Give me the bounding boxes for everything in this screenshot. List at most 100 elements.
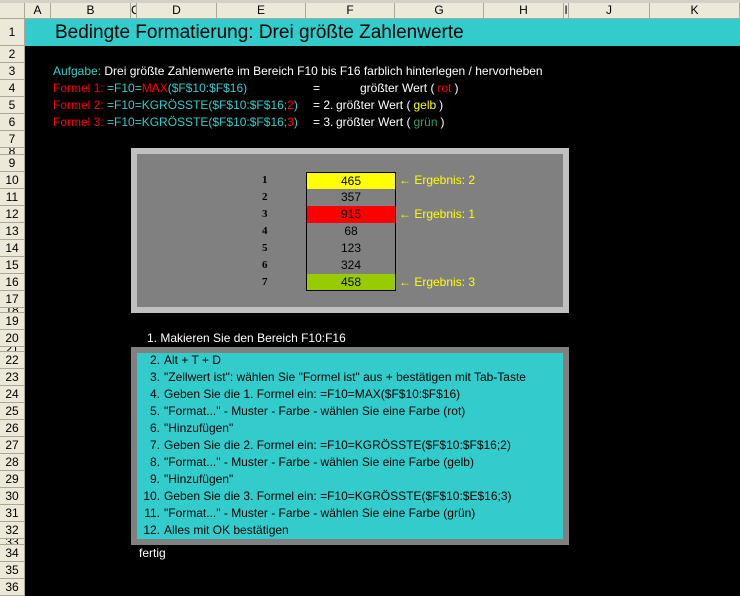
row-header-31[interactable]: 31 <box>0 505 25 522</box>
formula-pre: =F10= <box>103 98 142 112</box>
formula-label: Formel 2: <box>53 98 104 112</box>
row-header-36[interactable]: 36 <box>0 579 25 596</box>
column-header-I[interactable]: I <box>564 3 569 19</box>
value-cell[interactable]: 915 <box>306 206 396 223</box>
row-header-7[interactable]: 7 <box>0 131 25 148</box>
step-text: Geben Sie die 2. Formel ein: =F10=KGRÖSS… <box>164 438 511 452</box>
task-text: Drei größte Zahlenwerte im Bereich F10 b… <box>104 64 543 78</box>
row-header-30[interactable]: 30 <box>0 488 25 505</box>
row-header-12[interactable]: 12 <box>0 206 25 223</box>
column-header-E[interactable]: E <box>217 3 306 19</box>
row-header-15[interactable]: 15 <box>0 257 25 274</box>
formula-close: ) <box>293 98 298 112</box>
step-number: 7. <box>149 438 160 452</box>
formula-args: ($F$10:$F$16; <box>208 115 288 129</box>
formula-pre: =F10= <box>103 115 142 129</box>
row-header-23[interactable]: 23 <box>0 369 25 386</box>
step-number: 10. <box>143 489 160 503</box>
step-text: Alt + T + D <box>164 353 221 367</box>
row-header-32[interactable]: 32 <box>0 522 25 539</box>
row-header-29[interactable]: 29 <box>0 471 25 488</box>
row-header-20[interactable]: 20 <box>0 330 25 347</box>
step-1: 1. Makieren Sie den Bereich F10:F16 <box>147 331 346 345</box>
result-color-word: gelb <box>413 98 437 112</box>
row-header-11[interactable]: 11 <box>0 189 25 206</box>
row-header-9[interactable]: 9 <box>0 155 25 172</box>
result-color-word: grün <box>413 115 438 129</box>
row-header-2[interactable]: 2 <box>0 46 25 63</box>
result-color-word: rot <box>437 81 452 95</box>
formula-arg-n: 2 <box>287 98 294 112</box>
step-number: 9. <box>149 472 160 486</box>
row-header-14[interactable]: 14 <box>0 240 25 257</box>
instruction-step: 5. "Format..." - Muster - Farbe - wählen … <box>137 403 465 420</box>
column-header-C[interactable]: C <box>131 3 137 19</box>
row-header-8[interactable]: 8 <box>0 148 25 155</box>
value-cell[interactable]: 458 <box>306 274 396 291</box>
column-header-A[interactable]: A <box>25 3 51 19</box>
row-header-16[interactable]: 16 <box>0 274 25 291</box>
formula-label: Formel 3: <box>53 115 104 129</box>
value-cell[interactable]: 324 <box>306 257 396 274</box>
instruction-step: 12. Alles mit OK bestätigen <box>137 522 288 539</box>
value-cell[interactable]: 123 <box>306 240 396 257</box>
row-header-13[interactable]: 13 <box>0 223 25 240</box>
column-header-D[interactable]: D <box>137 3 217 19</box>
step-text: "Zellwert ist": wählen Sie "Formel ist" … <box>164 370 526 384</box>
result-end: ) <box>440 115 445 129</box>
column-header-J[interactable]: J <box>569 3 650 19</box>
formula-label: Formel 1: <box>53 81 104 95</box>
row-header-3[interactable]: 3 <box>0 63 25 80</box>
row-header-10[interactable]: 10 <box>0 172 25 189</box>
row-header-4[interactable]: 4 <box>0 80 25 97</box>
formula-fn: KGRÖSSTE <box>141 115 209 129</box>
row-header-26[interactable]: 26 <box>0 420 25 437</box>
row-header-22[interactable]: 22 <box>0 352 25 369</box>
step-number: 8. <box>149 455 160 469</box>
step-text: "Format..." - Muster - Farbe - wählen Si… <box>164 455 474 469</box>
select-all-corner[interactable] <box>0 3 25 19</box>
value-cell[interactable]: 465 <box>306 172 396 189</box>
row-index: 1 <box>262 174 268 186</box>
instruction-step: 2. Alt + T + D <box>137 352 221 369</box>
row-header-19[interactable]: 19 <box>0 313 25 330</box>
value-cell[interactable]: 357 <box>306 189 396 206</box>
row-header-35[interactable]: 35 <box>0 562 25 579</box>
result-end: ) <box>454 81 459 95</box>
value-cell[interactable]: 68 <box>306 223 396 240</box>
instruction-step: 4. Geben Sie die 1. Formel ein: =F10=MAX(… <box>137 386 460 403</box>
column-header-G[interactable]: G <box>395 3 484 19</box>
row-header-5[interactable]: 5 <box>0 97 25 114</box>
row-header-33[interactable]: 33 <box>0 539 25 545</box>
row-header-24[interactable]: 24 <box>0 386 25 403</box>
step-text: Geben Sie die 3. Formel ein: =F10=KGRÖSS… <box>164 489 512 503</box>
row-header-18[interactable]: 18 <box>0 308 25 313</box>
column-header-K[interactable]: K <box>650 3 740 19</box>
step-text: Geben Sie die 1. Formel ein: =F10=MAX($F… <box>164 387 461 401</box>
row-header-6[interactable]: 6 <box>0 114 25 131</box>
instructions-panel: 2. Alt + T + D 3. "Zellwert ist": wählen Si… <box>131 347 569 545</box>
formula-result-1: = größter Wert (rot) <box>313 80 458 97</box>
sheet-title: Bedingte Formatierung: Drei größte Zahle… <box>25 19 740 46</box>
formula-arg-n: 3 <box>287 115 294 129</box>
row-index: 4 <box>262 225 268 237</box>
instruction-step: 7. Geben Sie die 2. Formel ein: =F10=KGRÖ… <box>137 437 511 454</box>
column-header-B[interactable]: B <box>51 3 131 19</box>
row-header-34[interactable]: 34 <box>0 545 25 562</box>
row-header-17[interactable]: 17 <box>0 291 25 308</box>
row-header-21[interactable]: 21 <box>0 347 25 352</box>
formula-line-2: Formel 2: =F10=KGRÖSSTE($F$10:$F$16;2) <box>53 97 298 114</box>
formula-fn: KGRÖSSTE <box>141 98 209 112</box>
row-header-28[interactable]: 28 <box>0 454 25 471</box>
column-header-H[interactable]: H <box>484 3 564 19</box>
row-header-25[interactable]: 25 <box>0 403 25 420</box>
step-number: 12. <box>143 523 160 537</box>
instruction-step: 6. "Hinzufügen" <box>137 420 233 437</box>
step-number: 2. <box>149 353 160 367</box>
column-header-F[interactable]: F <box>306 3 395 19</box>
formula-pre: =F10= <box>103 81 142 95</box>
row-header-1[interactable]: 1 <box>0 19 25 46</box>
row-header-27[interactable]: 27 <box>0 437 25 454</box>
result-eq: = 3. <box>313 115 334 129</box>
step-number: 5. <box>149 404 160 418</box>
